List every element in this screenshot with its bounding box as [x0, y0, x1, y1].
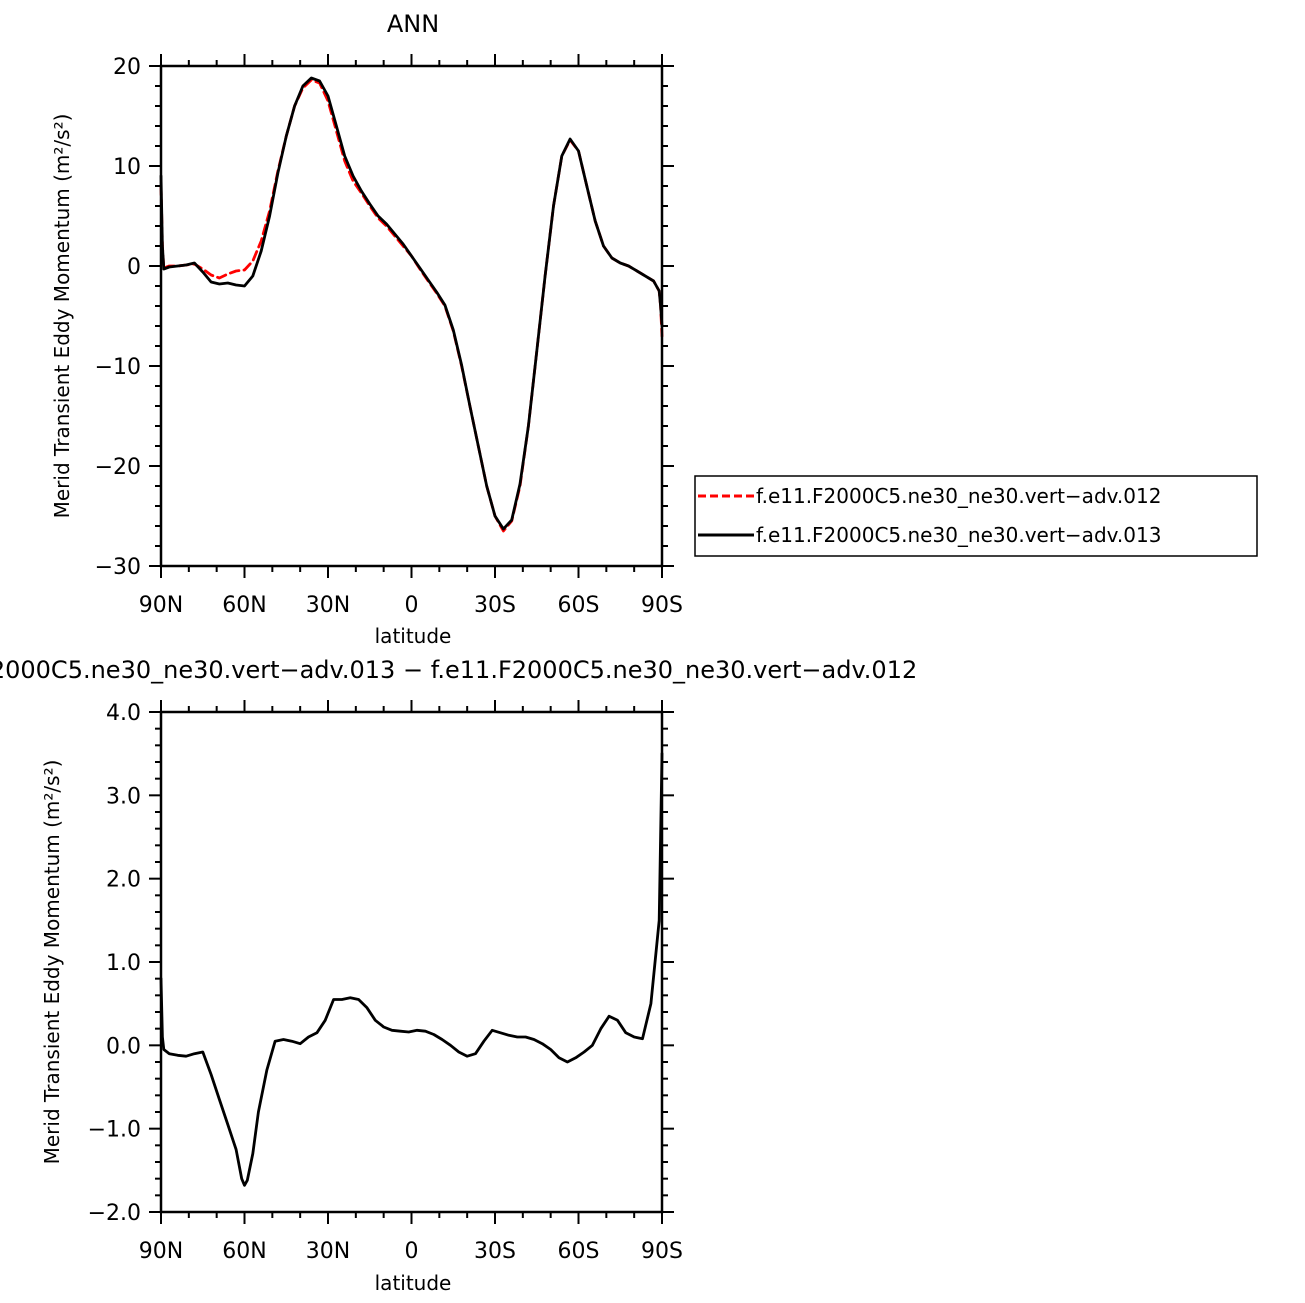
top-ytick-label: 20: [113, 55, 141, 80]
bottom-xtick-label: 30N: [306, 1239, 350, 1264]
bottom-series-line-0: [159, 752, 664, 1187]
chart-top-ylabel: Merid Transient Eddy Momentum (m²/s²): [50, 114, 74, 519]
top-xtick-label: 60S: [558, 593, 600, 618]
chart-top-frame: [159, 64, 664, 568]
top-xtick-label: 90N: [139, 593, 183, 618]
top-series-line-0: [159, 78, 664, 533]
chart-bottom-ylabel: Merid Transient Eddy Momentum (m²/s²): [40, 760, 64, 1165]
bottom-xtick-label: 90N: [139, 1239, 183, 1264]
bottom-ytick-label: 3.0: [106, 784, 141, 809]
top-xtick-label: 90S: [641, 593, 683, 618]
top-ytick-label: −10: [95, 355, 141, 380]
chart-bottom-xlabel: latitude: [375, 1271, 452, 1295]
top-xtick-labels: 90N 60N 30N 0 30S 60S 90S: [139, 593, 683, 618]
top-series-group: [159, 76, 664, 533]
chart-bottom: f.e11.F2000C5.ne30_ne30.vert−adv.013 − f…: [0, 656, 917, 1295]
legend-label-012: f.e11.F2000C5.ne30_ne30.vert−adv.012: [756, 484, 1161, 508]
bottom-ytick-label: −2.0: [88, 1201, 141, 1226]
chart-top-xlabel: latitude: [375, 624, 452, 648]
bottom-ytick-label: 0.0: [106, 1034, 141, 1059]
top-ytick-label: 0: [127, 255, 141, 280]
legend: f.e11.F2000C5.ne30_ne30.vert−adv.012 f.e…: [694, 475, 1258, 557]
top-series-line-1: [159, 76, 664, 531]
legend-box: [694, 475, 1258, 557]
chart-top-title: ANN: [387, 10, 439, 38]
top-xtick-label: 60N: [222, 593, 266, 618]
bottom-series-group: [159, 752, 664, 1187]
bottom-xtick-labels: 90N 60N 30N 0 30S 60S 90S: [139, 1239, 683, 1264]
bottom-ticks-group: [149, 700, 674, 1224]
bottom-ytick-label: 2.0: [106, 868, 141, 893]
top-xtick-label: 0: [405, 593, 419, 618]
chart-bottom-frame: [159, 710, 664, 1214]
bottom-ytick-label: −1.0: [88, 1118, 141, 1143]
bottom-xtick-label: 90S: [641, 1239, 683, 1264]
bottom-xtick-label: 0: [405, 1239, 419, 1264]
bottom-ytick-label: 4.0: [106, 701, 141, 726]
bottom-xtick-label: 30S: [474, 1239, 516, 1264]
bottom-xtick-label: 60S: [558, 1239, 600, 1264]
top-xtick-label: 30S: [474, 593, 516, 618]
bottom-xtick-label: 60N: [222, 1239, 266, 1264]
top-ytick-labels: −30 −20 −10 0 10 20: [95, 55, 141, 580]
top-ytick-label: 10: [113, 155, 141, 180]
top-xtick-label: 30N: [306, 593, 350, 618]
top-ytick-label: −30: [95, 555, 141, 580]
legend-label-013: f.e11.F2000C5.ne30_ne30.vert−adv.013: [756, 523, 1161, 547]
chart-top: ANN −30 −20 −10 0 10 20 90N 60N 30N 0 30S 60S 90S l…: [50, 10, 683, 648]
bottom-ytick-labels: −2.0 −1.0 0.0 1.0 2.0 3.0 4.0: [88, 701, 141, 1226]
bottom-ytick-label: 1.0: [106, 951, 141, 976]
chart-bottom-title: f.e11.F2000C5.ne30_ne30.vert−adv.013 − f…: [0, 656, 917, 684]
top-ticks-group: [149, 54, 674, 578]
top-ytick-label: −20: [95, 455, 141, 480]
